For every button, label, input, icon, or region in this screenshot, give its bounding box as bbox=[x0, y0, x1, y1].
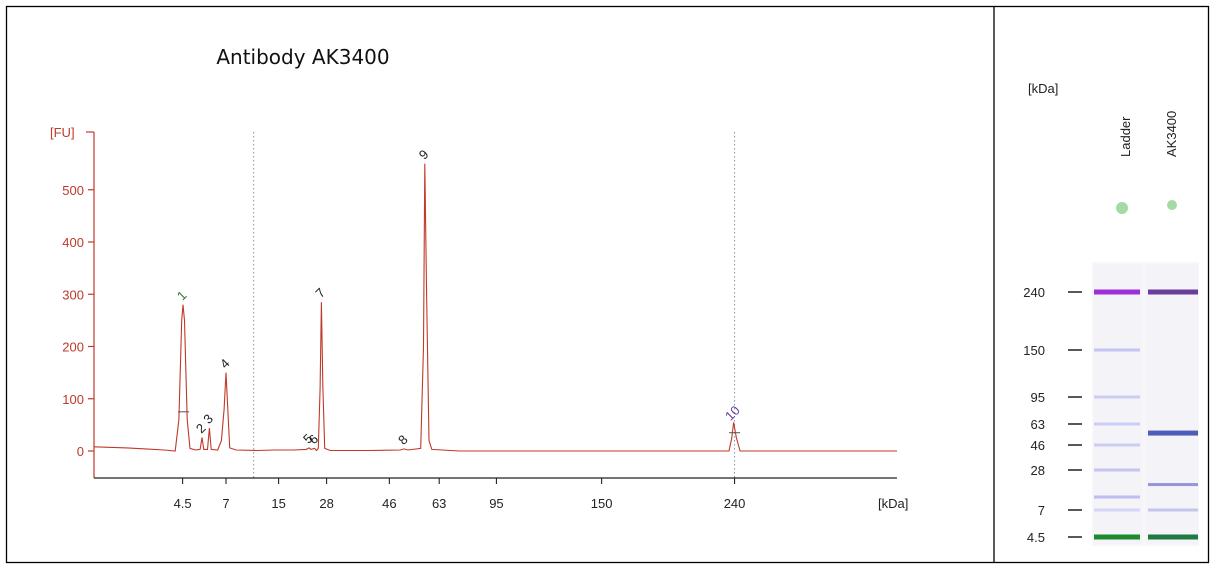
peak-label: 3 bbox=[200, 411, 216, 427]
peak-label: 8 bbox=[395, 432, 411, 448]
ladder-band bbox=[1094, 395, 1140, 399]
x-axis-ticks: 4.5 7 15 28 46 63 95 150 240 bbox=[174, 478, 746, 511]
y-tick-label: 500 bbox=[62, 183, 84, 198]
sample-band bbox=[1148, 508, 1198, 512]
figure-border bbox=[5, 5, 1210, 564]
gel-marker-label: 46 bbox=[1031, 438, 1045, 453]
gel-marker-label: 7 bbox=[1038, 503, 1045, 518]
x-tick-label: 4.5 bbox=[174, 496, 192, 511]
y-tick-label: 300 bbox=[62, 287, 84, 302]
ladder-band bbox=[1094, 289, 1140, 295]
marker-lines bbox=[253, 132, 736, 478]
ladder-band bbox=[1094, 422, 1140, 426]
x-tick-label: 240 bbox=[724, 496, 746, 511]
gel-marker-label: 240 bbox=[1023, 285, 1045, 300]
y-tick-label: 200 bbox=[62, 340, 84, 355]
lane-label-ak3400: AK3400 bbox=[1164, 111, 1179, 157]
sample-lane bbox=[1146, 264, 1198, 544]
sample-band bbox=[1148, 483, 1198, 487]
gel-bands bbox=[1094, 200, 1198, 544]
x-tick-label: 150 bbox=[591, 496, 613, 511]
ladder-band bbox=[1094, 508, 1140, 512]
y-tick-label: 0 bbox=[77, 444, 84, 459]
sample-marker-dot bbox=[1167, 200, 1177, 210]
x-tick-label: 28 bbox=[319, 496, 333, 511]
x-tick-label: 95 bbox=[489, 496, 503, 511]
peak-label: 4 bbox=[217, 356, 233, 372]
ladder-lane bbox=[1094, 264, 1142, 544]
gel-marker-label: 63 bbox=[1031, 417, 1045, 432]
x-tick-label: 46 bbox=[382, 496, 396, 511]
gel-size-markers: 240 150 95 63 46 28 7 4.5 bbox=[1023, 285, 1082, 545]
ladder-band bbox=[1094, 348, 1140, 352]
x-tick-label: 15 bbox=[271, 496, 285, 511]
chart-title: Antibody AK3400 bbox=[216, 45, 389, 69]
ladder-marker-dot bbox=[1116, 202, 1128, 214]
gel-marker-label: 95 bbox=[1031, 390, 1045, 405]
sample-band bbox=[1148, 430, 1198, 436]
y-axis-unit: [FU] bbox=[50, 125, 75, 140]
ladder-band bbox=[1094, 495, 1140, 499]
electropherogram-chart: Antibody AK3400 [FU] [kDa] 0 100 200 300 400… bbox=[50, 45, 908, 511]
lane-label-ladder: Ladder bbox=[1118, 116, 1133, 157]
peak-label: 1 bbox=[174, 288, 190, 304]
sample-band bbox=[1148, 534, 1198, 540]
ladder-band bbox=[1094, 443, 1140, 447]
gel-marker-label: 28 bbox=[1031, 463, 1045, 478]
y-axis-ticks: 0 100 200 300 400 500 bbox=[62, 183, 94, 459]
gel-marker-label: 150 bbox=[1023, 343, 1045, 358]
peak-label: 9 bbox=[416, 147, 432, 163]
gel-unit-label: [kDa] bbox=[1028, 81, 1058, 96]
sample-band bbox=[1148, 289, 1198, 295]
peak-label: 7 bbox=[312, 285, 328, 301]
gel-image-panel: [kDa] Ladder AK3400 240 150 95 63 46 28 7 4.5 bbox=[1023, 81, 1199, 546]
peak-label: 10 bbox=[722, 403, 743, 424]
electropherogram-trace bbox=[93, 163, 897, 452]
ladder-band bbox=[1094, 468, 1140, 472]
x-tick-label: 63 bbox=[432, 496, 446, 511]
ladder-band bbox=[1094, 534, 1140, 540]
x-axis-unit: [kDa] bbox=[878, 496, 908, 511]
x-tick-label: 7 bbox=[222, 496, 229, 511]
gel-marker-label: 4.5 bbox=[1027, 530, 1045, 545]
y-tick-label: 100 bbox=[62, 392, 84, 407]
y-tick-label: 400 bbox=[62, 235, 84, 250]
